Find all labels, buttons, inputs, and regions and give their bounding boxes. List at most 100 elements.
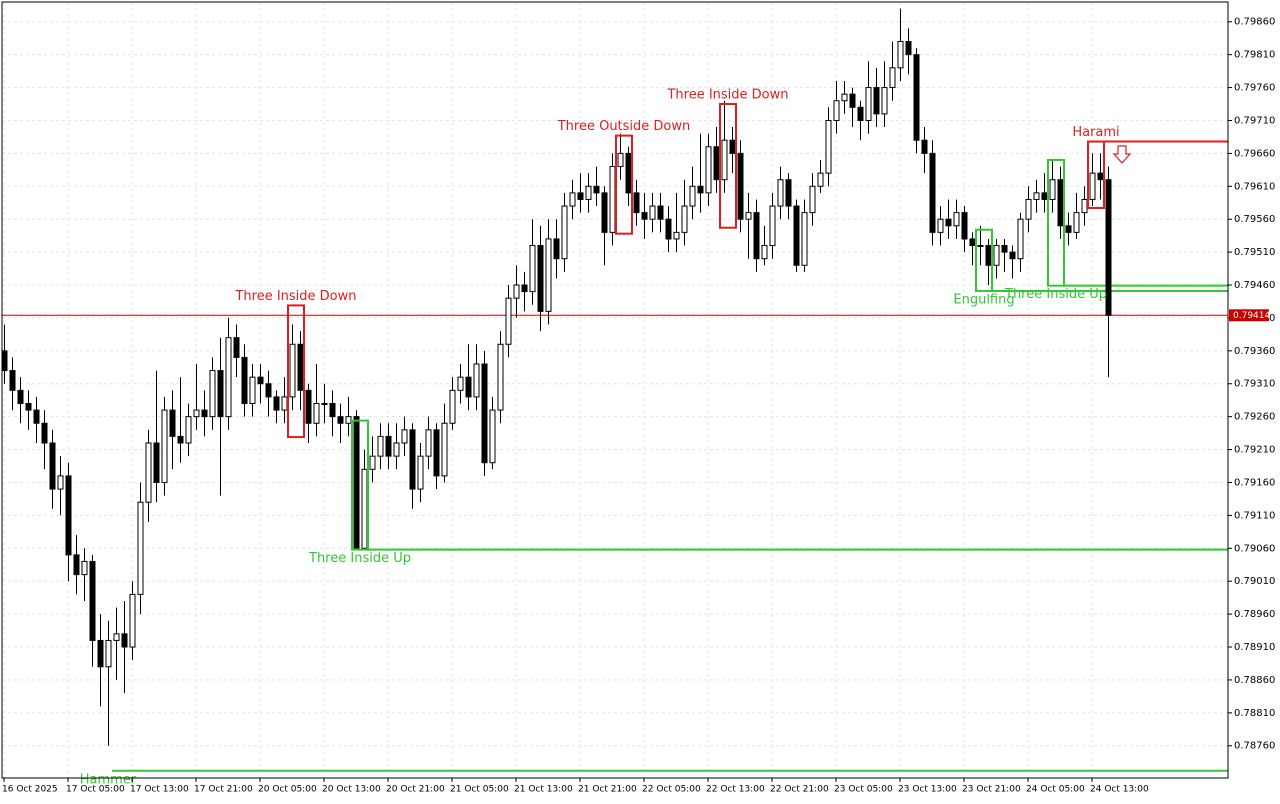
bear-body bbox=[1105, 179, 1112, 316]
bull-body bbox=[441, 422, 448, 477]
bull-body bbox=[617, 152, 624, 168]
bull-body bbox=[761, 245, 768, 260]
bull-body bbox=[585, 185, 592, 200]
bull-body bbox=[825, 119, 832, 174]
pattern-box bbox=[351, 419, 369, 551]
bull-body bbox=[313, 402, 320, 424]
bear-body bbox=[273, 396, 280, 411]
bull-body bbox=[161, 409, 168, 483]
bear-body bbox=[17, 389, 24, 404]
bear-body bbox=[41, 422, 48, 444]
bear-body bbox=[553, 238, 560, 260]
bear-body bbox=[241, 356, 248, 404]
y-tick-label: 0.79260 bbox=[1234, 412, 1275, 423]
y-tick-label: 0.79660 bbox=[1234, 148, 1275, 159]
pattern-label: Three Inside Down bbox=[234, 289, 356, 304]
bear-body bbox=[785, 179, 792, 207]
bull-body bbox=[225, 337, 232, 418]
bull-body bbox=[817, 172, 824, 187]
bull-body bbox=[417, 455, 424, 490]
bear-body bbox=[305, 389, 312, 424]
x-tick-label: 21 Oct 21:00 bbox=[578, 785, 637, 795]
bull-body bbox=[809, 185, 816, 214]
y-tick-label: 0.79810 bbox=[1234, 50, 1275, 61]
x-tick-label: 24 Oct 13:00 bbox=[1090, 785, 1149, 795]
y-tick-label: 0.79760 bbox=[1234, 83, 1275, 94]
bull-body bbox=[977, 245, 984, 248]
bull-body bbox=[953, 212, 960, 227]
bull-body bbox=[401, 429, 408, 444]
last-price-label: 0.79414 bbox=[1233, 311, 1270, 321]
pattern-levels bbox=[2, 140, 1228, 772]
axes: 0.79860 0.79810 0.79760 0.79710 0.79660 0.796… bbox=[2, 17, 1275, 795]
bull-body bbox=[129, 593, 136, 648]
bear-body bbox=[169, 409, 176, 437]
x-tick-label: 17 Oct 13:00 bbox=[130, 785, 189, 795]
bear-body bbox=[1057, 179, 1064, 227]
sell-arrow bbox=[1112, 145, 1132, 164]
bull-body bbox=[489, 409, 496, 464]
x-tick-label: 16 Oct 2025 bbox=[2, 785, 58, 795]
bear-body bbox=[737, 152, 744, 220]
bull-body bbox=[105, 639, 112, 668]
bear-body bbox=[257, 376, 264, 385]
bear-body bbox=[537, 245, 544, 312]
bull-body bbox=[321, 402, 328, 405]
pattern-box bbox=[1087, 140, 1105, 210]
bear-body bbox=[1097, 172, 1104, 181]
bull-body bbox=[745, 212, 752, 220]
pattern-label: Three Outside Down bbox=[557, 119, 691, 134]
x-tick-label: 22 Oct 13:00 bbox=[706, 785, 765, 795]
bear-body bbox=[385, 435, 392, 457]
bull-body bbox=[801, 212, 808, 266]
bear-body bbox=[337, 416, 344, 424]
pattern-boxes: Three Inside Down Three Inside Up Three Ou… bbox=[80, 88, 1120, 788]
bull-body bbox=[113, 633, 120, 641]
bear-body bbox=[201, 409, 208, 418]
x-tick-label: 17 Oct 21:00 bbox=[194, 785, 253, 795]
bear-body bbox=[753, 212, 760, 260]
y-tick-label: 0.78960 bbox=[1234, 609, 1275, 620]
bull-body bbox=[425, 429, 432, 457]
bull-body bbox=[449, 389, 456, 424]
pattern-label: Harami bbox=[1072, 125, 1119, 140]
bear-body bbox=[217, 370, 224, 418]
bear-body bbox=[89, 560, 96, 641]
bear-body bbox=[329, 402, 336, 418]
x-tick-label: 20 Oct 05:00 bbox=[258, 785, 317, 795]
pattern-label: Engulfing bbox=[953, 292, 1014, 307]
bull-body bbox=[1049, 179, 1056, 200]
bear-body bbox=[641, 212, 648, 220]
bull-body bbox=[545, 238, 552, 312]
bear-body bbox=[1041, 192, 1048, 200]
bull-body bbox=[889, 67, 896, 89]
y-tick-label: 0.79460 bbox=[1234, 280, 1275, 291]
bear-body bbox=[49, 442, 56, 490]
pattern-label: Three Inside Up bbox=[1004, 287, 1107, 302]
bear-body bbox=[793, 205, 800, 266]
bear-body bbox=[409, 429, 416, 490]
pattern-box bbox=[615, 134, 633, 235]
x-tick-label: 20 Oct 13:00 bbox=[322, 785, 381, 795]
bear-body bbox=[9, 370, 16, 391]
bull-body bbox=[137, 501, 144, 595]
bear-body bbox=[1, 350, 8, 372]
bear-body bbox=[969, 238, 976, 247]
bear-body bbox=[929, 152, 936, 233]
y-tick-label: 0.79310 bbox=[1234, 379, 1275, 390]
candles bbox=[1, 8, 1112, 746]
bear-body bbox=[433, 429, 440, 477]
bear-body bbox=[697, 185, 704, 194]
x-tick-label: 21 Oct 05:00 bbox=[450, 785, 509, 795]
bear-body bbox=[73, 554, 80, 576]
pattern-label: Hammer bbox=[80, 772, 137, 787]
bear-body bbox=[657, 205, 664, 220]
bull-body bbox=[777, 179, 784, 207]
y-tick-label: 0.78860 bbox=[1234, 675, 1275, 686]
bear-body bbox=[913, 54, 920, 141]
bull-body bbox=[673, 231, 680, 240]
bear-body bbox=[945, 218, 952, 227]
bear-body bbox=[905, 40, 912, 56]
bull-body bbox=[881, 87, 888, 115]
